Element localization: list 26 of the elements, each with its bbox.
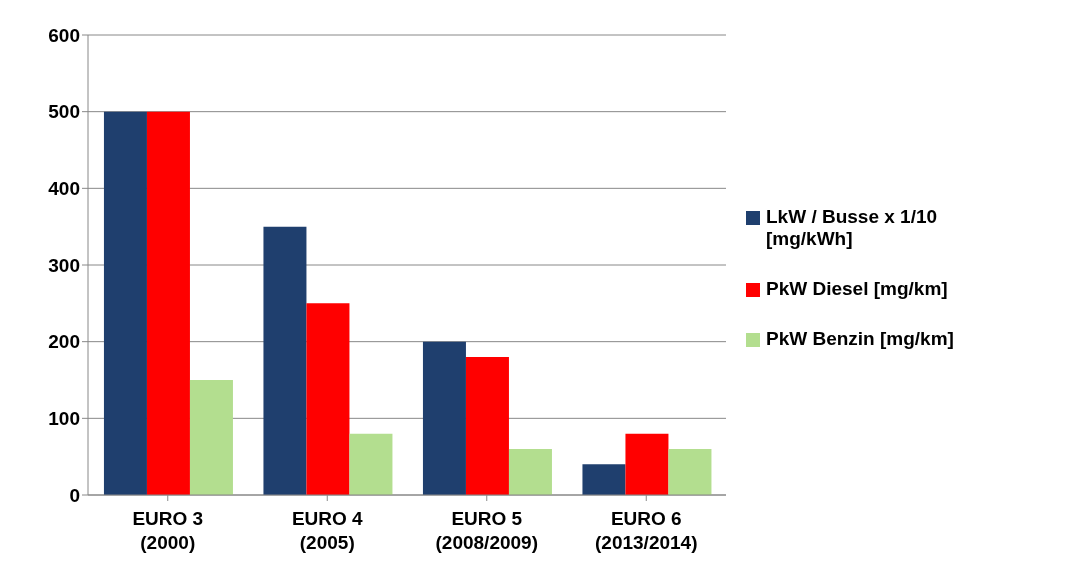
y-tick-label: 100 — [48, 408, 80, 430]
x-tick-label: EURO 6 (2013/2014) — [595, 508, 698, 553]
y-tick-label: 0 — [69, 484, 80, 506]
bar — [306, 303, 350, 495]
x-tick-label: EURO 5 (2008/2009) — [435, 508, 538, 553]
bar — [668, 449, 712, 495]
bar — [508, 449, 552, 495]
bar — [103, 111, 147, 495]
bar — [349, 433, 393, 495]
bar — [582, 464, 626, 495]
legend-label: LkW / Busse x 1/10 [mg/kWh] — [766, 205, 939, 250]
y-tick-label: 500 — [48, 101, 80, 123]
bar — [146, 111, 190, 495]
y-tick-label: 300 — [48, 254, 80, 276]
legend-label: PkW Diesel [mg/km] — [766, 277, 949, 300]
x-tick-label: EURO 4 (2005) — [291, 508, 364, 553]
bar — [465, 357, 509, 495]
y-tick-label: 200 — [48, 331, 80, 353]
x-tick-label: EURO 3 (2000) — [132, 508, 204, 553]
y-tick-label: 600 — [48, 24, 80, 46]
legend-label: PkW Benzin [mg/km] — [766, 327, 955, 350]
bar — [422, 341, 466, 495]
bar — [189, 380, 233, 495]
bar — [263, 226, 307, 495]
y-tick-label: 400 — [48, 178, 80, 200]
bar — [625, 433, 669, 495]
